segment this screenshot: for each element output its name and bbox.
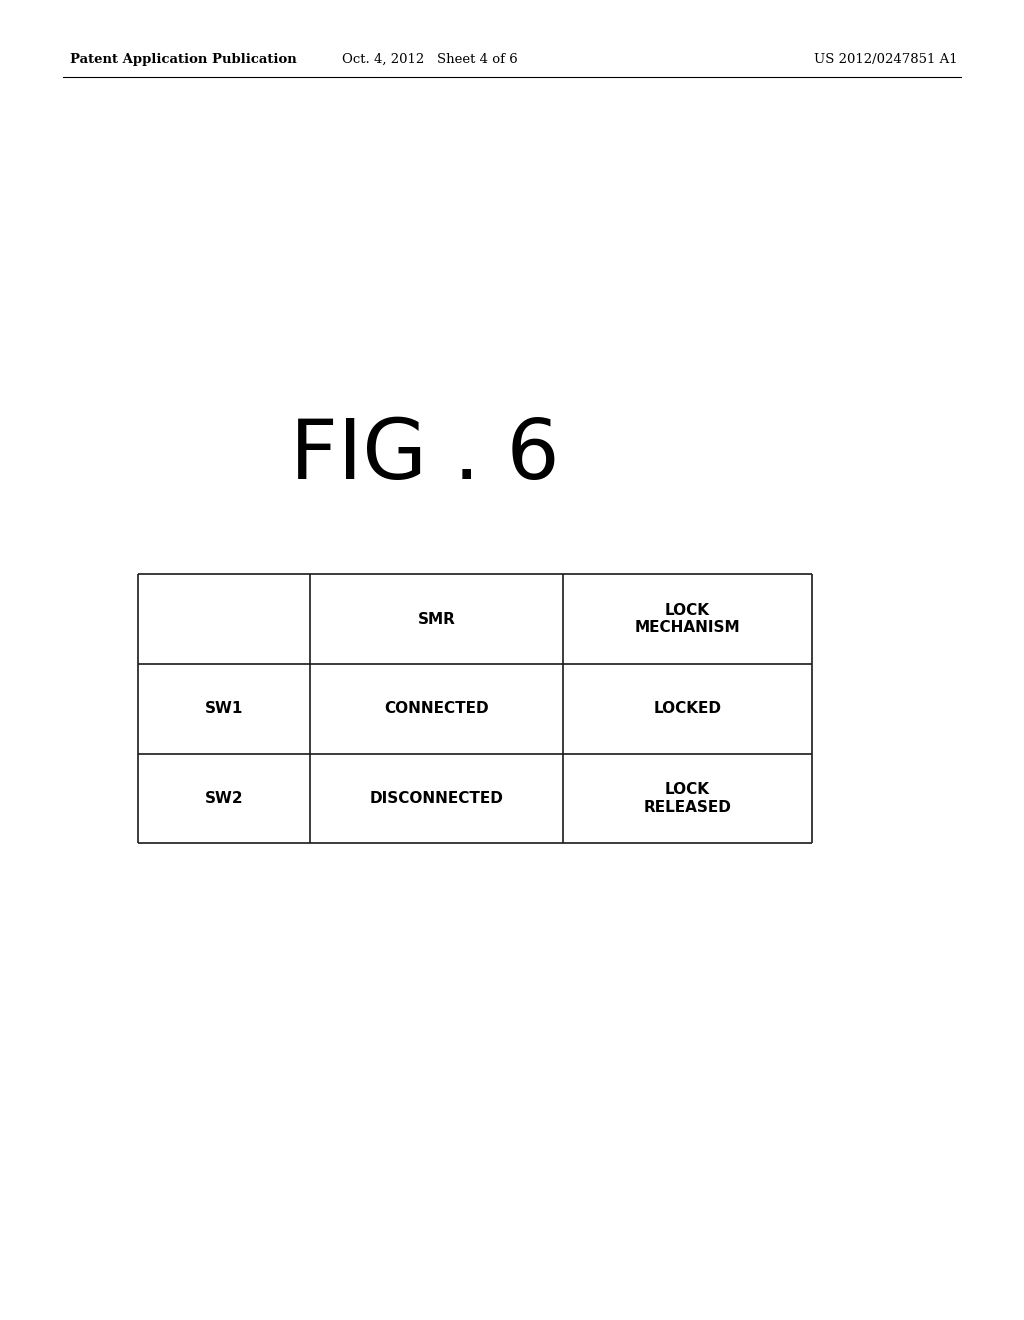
Text: LOCK
MECHANISM: LOCK MECHANISM [635, 603, 740, 635]
Text: US 2012/0247851 A1: US 2012/0247851 A1 [814, 53, 957, 66]
Text: Patent Application Publication: Patent Application Publication [70, 53, 296, 66]
Text: SW1: SW1 [205, 701, 244, 717]
Text: SMR: SMR [418, 611, 456, 627]
Text: DISCONNECTED: DISCONNECTED [370, 791, 504, 807]
Text: FIG . 6: FIG . 6 [290, 414, 560, 496]
Text: Oct. 4, 2012   Sheet 4 of 6: Oct. 4, 2012 Sheet 4 of 6 [342, 53, 518, 66]
Text: LOCKED: LOCKED [653, 701, 722, 717]
Text: CONNECTED: CONNECTED [384, 701, 489, 717]
Text: SW2: SW2 [205, 791, 244, 807]
Text: LOCK
RELEASED: LOCK RELEASED [644, 783, 731, 814]
